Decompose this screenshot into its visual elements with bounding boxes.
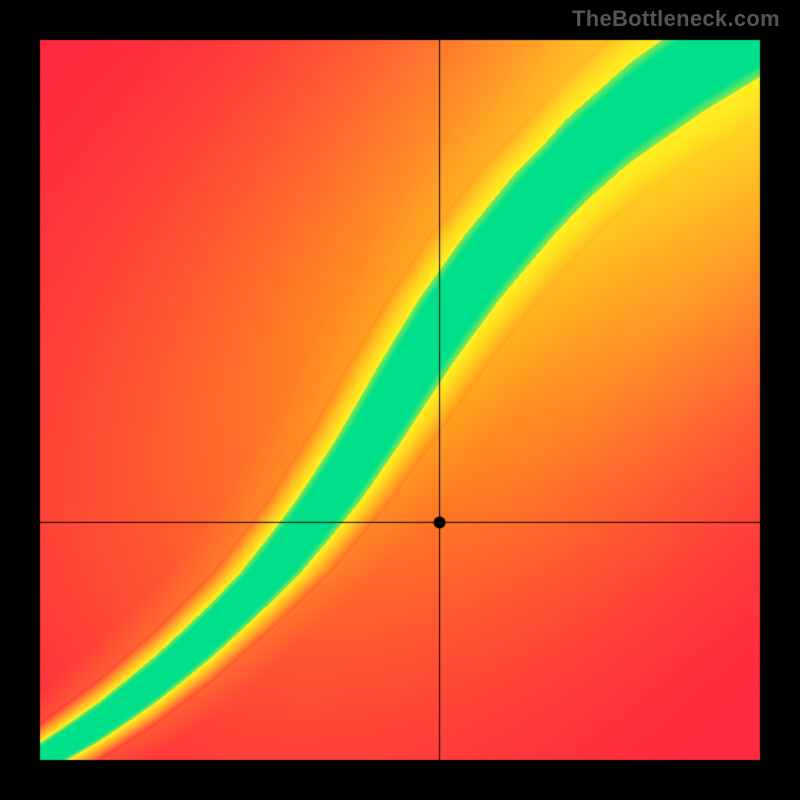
watermark-text: TheBottleneck.com <box>572 6 780 32</box>
heatmap-plot <box>0 0 800 800</box>
